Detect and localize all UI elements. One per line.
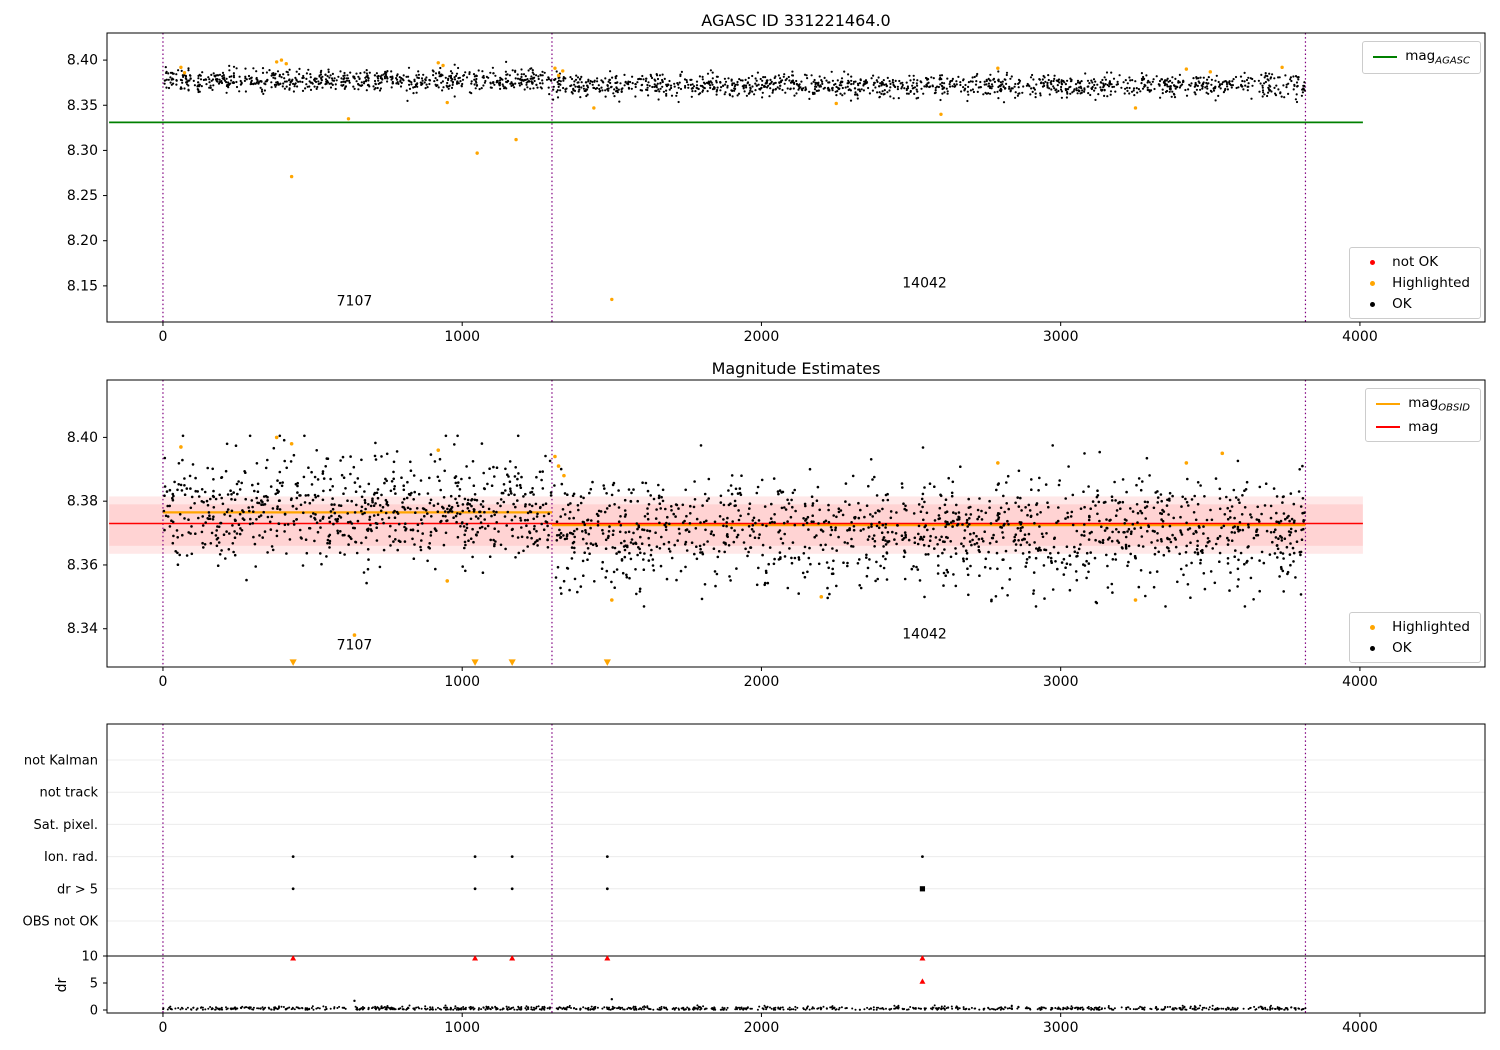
y-tick-label: 8.38 [67, 494, 98, 510]
x-tick-label: 2000 [744, 674, 780, 690]
scatter-points [162, 434, 1306, 666]
legend-entry: not OK [1360, 254, 1470, 270]
dr-tick-label: 5 [90, 977, 98, 992]
dr-tick-label: 10 [81, 950, 98, 965]
legend-label: OK [1392, 296, 1412, 312]
legend-entry: Highlighted [1360, 619, 1470, 635]
plot2-title: Magnitude Estimates [711, 359, 881, 378]
legend-entry: Highlighted [1360, 275, 1470, 291]
legend-line-swatch [1373, 56, 1398, 59]
scatter-points [162, 855, 1307, 1011]
y-tick-label: 8.15 [67, 278, 98, 294]
y-tick-label: 8.25 [67, 188, 98, 204]
legend-line-swatch [1376, 403, 1401, 406]
legend-dot-swatch [1360, 643, 1384, 653]
legend-dot [1369, 301, 1375, 307]
category-label: OBS not OK [23, 915, 99, 930]
category-label: Sat. pixel. [34, 818, 98, 833]
dr-axis-label: dr [54, 977, 70, 993]
plot1-title: AGASC ID 331221464.0 [701, 11, 891, 30]
plot-flags-and-dr: not Kalman not track Sat. pixel. Ion. rad. d… [23, 723, 1486, 1036]
scatter-points [163, 58, 1306, 302]
legend-entry: OK [1360, 640, 1470, 656]
legend-dot-swatch [1360, 257, 1384, 267]
legend-dot-swatch [1360, 278, 1384, 288]
category-label: not track [39, 786, 98, 801]
legend-label: magOBSID [1408, 395, 1470, 414]
legend-dot [1369, 645, 1375, 651]
legend: Highlighted OK [1349, 612, 1481, 663]
x-tick-label: 2000 [744, 329, 780, 345]
category-label: dr > 5 [57, 882, 98, 897]
obsid-annotation: 14042 [902, 276, 947, 292]
legend-entry: mag [1376, 419, 1470, 435]
legend-dot [1369, 624, 1375, 630]
legend-entry: magAGASC [1373, 48, 1470, 67]
axes-frame [106, 32, 1486, 323]
legend-label: not OK [1392, 254, 1439, 270]
x-tick-label: 4000 [1342, 329, 1378, 345]
plot-magnitude-estimates: 0 1000 2000 3000 4000 8.34 8.36 8.38 8.40 7107 140… [67, 379, 1486, 690]
legend-entry: magOBSID [1376, 395, 1470, 414]
legend-label: mag [1408, 418, 1439, 435]
x-tick-label: 2000 [744, 1020, 780, 1036]
y-tick-label: 8.40 [67, 53, 98, 69]
legend-label: Highlighted [1392, 619, 1470, 635]
legend: magOBSID mag [1365, 388, 1481, 442]
x-tick-label: 0 [158, 1020, 167, 1036]
legend-dot-swatch [1360, 299, 1384, 309]
category-label: not Kalman [24, 754, 98, 769]
x-tick-label: 3000 [1043, 329, 1079, 345]
x-tick-label: 0 [158, 674, 167, 690]
obsid-annotation: 14042 [902, 626, 947, 642]
x-tick-label: 1000 [444, 674, 480, 690]
y-tick-label: 8.36 [67, 557, 98, 573]
legend-label: OK [1392, 640, 1412, 656]
dr-tick-label: 0 [90, 1004, 98, 1019]
y-tick-label: 8.34 [67, 621, 98, 637]
x-tick-label: 3000 [1043, 674, 1079, 690]
legend-dot [1369, 280, 1375, 286]
plot-agasc-magnitude: 0 1000 2000 3000 4000 8.15 8.20 8.25 8.30 8.35 8.4… [67, 32, 1486, 345]
x-tick-label: 1000 [444, 329, 480, 345]
x-tick-label: 0 [158, 329, 167, 345]
axes-frame [106, 379, 1486, 668]
legend-line-swatch [1376, 425, 1401, 428]
obsid-annotation: 7107 [337, 637, 373, 653]
legend-dot [1369, 259, 1375, 265]
y-tick-label: 8.30 [67, 143, 98, 159]
legend-entry: OK [1360, 296, 1470, 312]
legend: not OK Highlighted OK [1349, 247, 1481, 319]
x-tick-label: 3000 [1043, 1020, 1079, 1036]
legend-dot-swatch [1360, 622, 1384, 632]
obsid-annotation: 7107 [337, 294, 373, 310]
y-tick-label: 8.20 [67, 233, 98, 249]
x-tick-label: 1000 [444, 1020, 480, 1036]
y-tick-label: 8.40 [67, 430, 98, 446]
x-tick-label: 4000 [1342, 1020, 1378, 1036]
axes-frame [106, 723, 1486, 1014]
legend: magAGASC [1362, 41, 1481, 74]
legend-label: magAGASC [1405, 48, 1470, 67]
x-tick-label: 4000 [1342, 674, 1378, 690]
y-tick-label: 8.35 [67, 98, 98, 114]
legend-label: Highlighted [1392, 275, 1470, 291]
category-label: Ion. rad. [44, 850, 98, 865]
